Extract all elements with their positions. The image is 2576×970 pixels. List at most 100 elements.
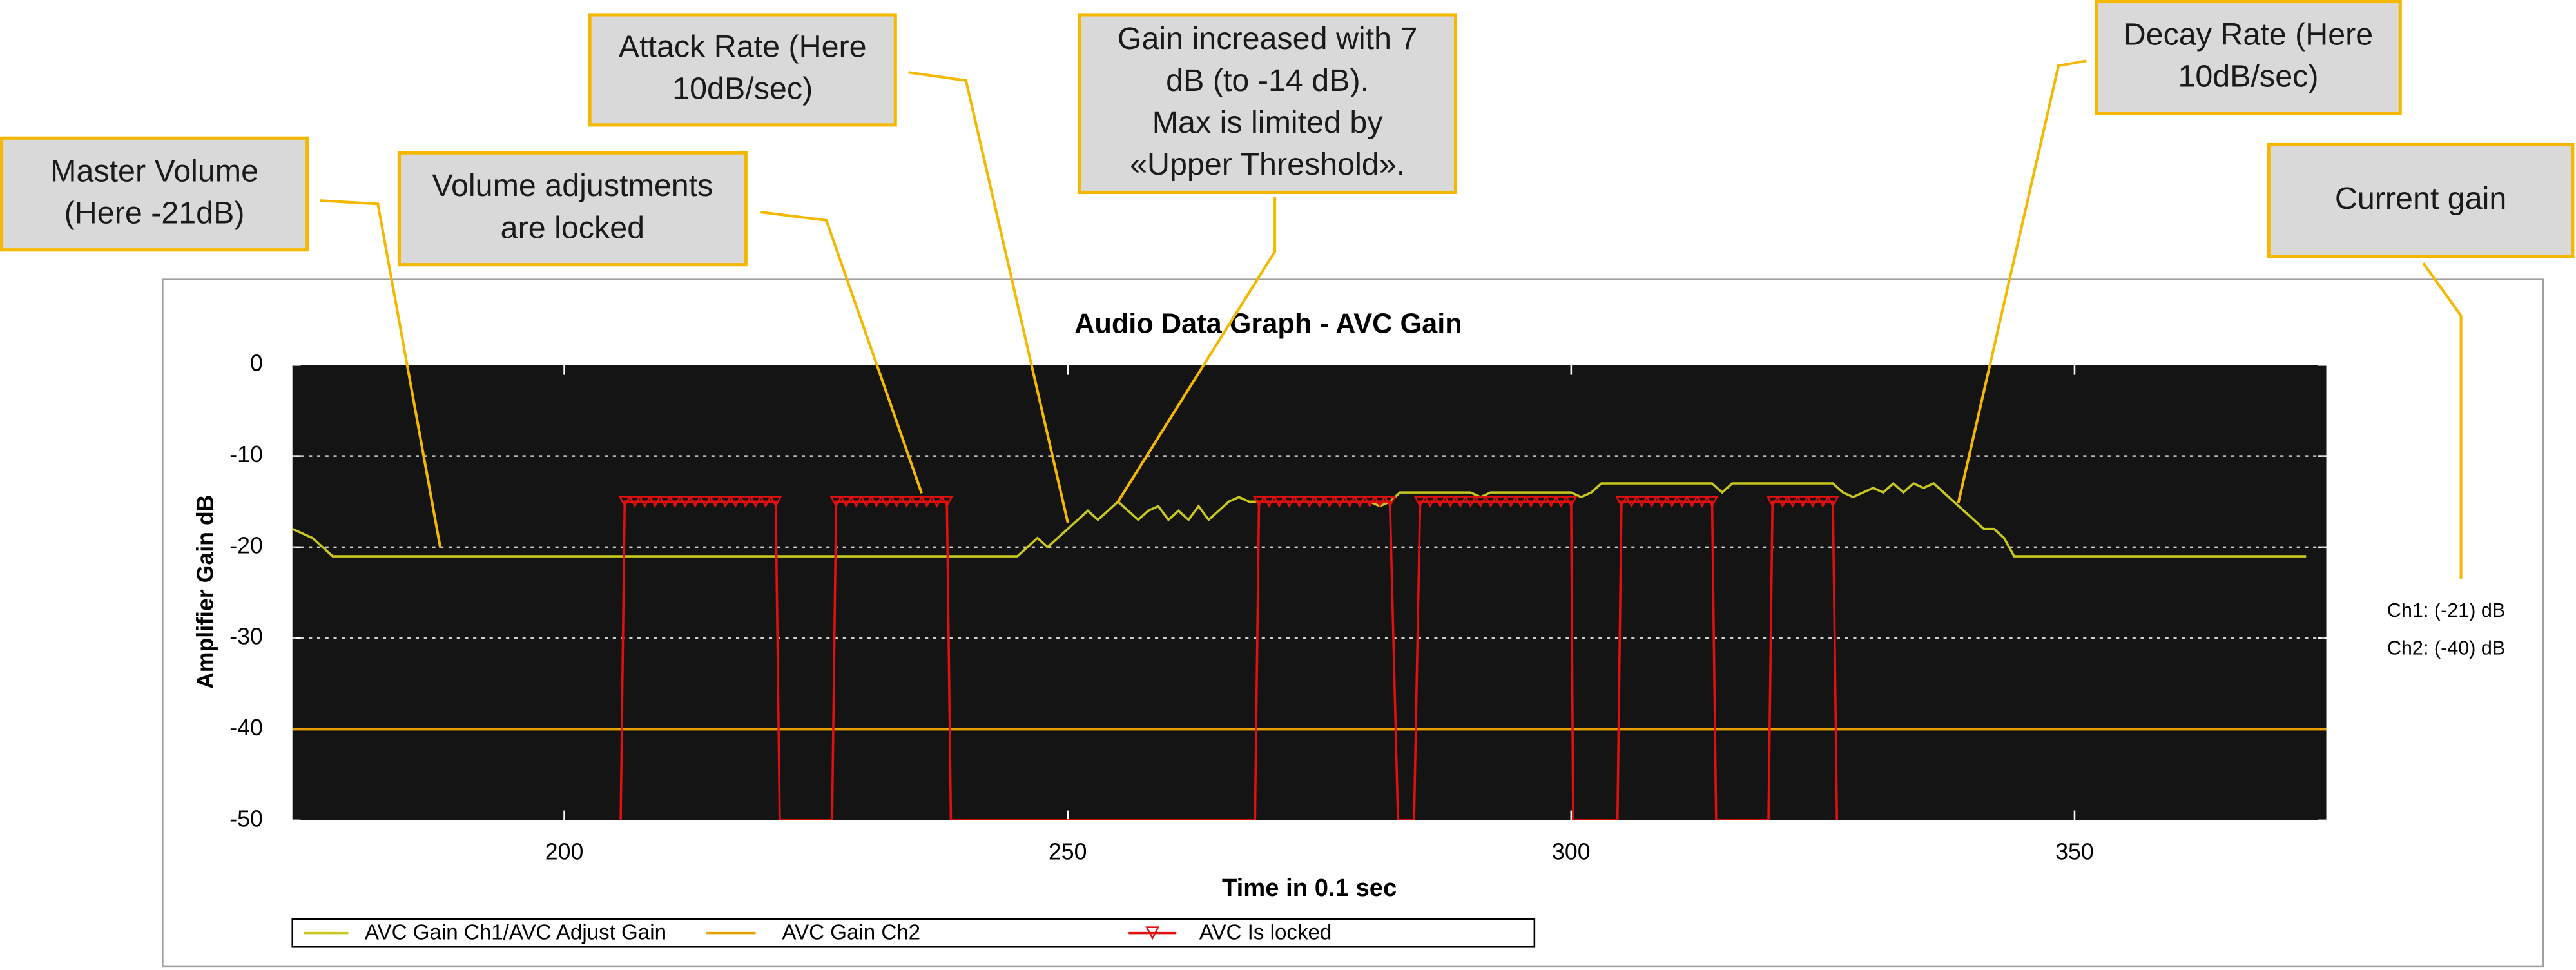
callout-box	[1078, 13, 1458, 194]
legend-marker	[1145, 926, 1160, 940]
legend-box	[291, 918, 1536, 948]
x-tick-label: 300	[1552, 839, 1591, 864]
series-marker	[1625, 496, 1638, 508]
series-marker	[648, 496, 661, 508]
callout-leader	[1116, 197, 1277, 504]
series-marker	[860, 496, 873, 508]
series-marker	[1303, 496, 1316, 508]
series-marker	[688, 496, 702, 508]
series-marker	[1685, 496, 1699, 508]
series-marker	[840, 496, 853, 508]
x-tick-label: 350	[2055, 839, 2094, 864]
series-marker	[1293, 496, 1306, 508]
legend-label: AVC Gain Ch2	[782, 921, 920, 945]
series-marker	[870, 496, 883, 508]
series-marker	[1635, 496, 1648, 508]
callout-text: 10dB/sec)	[672, 72, 813, 106]
series-marker	[659, 496, 672, 508]
series-line	[619, 500, 1839, 820]
series-marker	[1665, 496, 1678, 508]
y-tick-label: -50	[229, 806, 263, 831]
series-marker	[769, 496, 782, 508]
chart-layer: 0 -10 -20 -30 -40 -50 200 250 300 350 AVC Gain Ch1…	[0, 0, 2575, 945]
series-marker	[829, 496, 843, 508]
x-axis-label: Time in 0.1 sec	[1222, 874, 1397, 902]
callout-text: are locked	[501, 210, 644, 245]
callout-text: 10dB/sec)	[2178, 59, 2318, 94]
series-marker	[1323, 496, 1336, 508]
callout-text: Volume adjustments	[432, 168, 713, 203]
series-marker	[638, 496, 652, 508]
callout-box	[2267, 142, 2575, 258]
series-marker	[729, 496, 742, 508]
series-marker	[1413, 496, 1427, 508]
series-marker	[1544, 496, 1558, 508]
callout-box	[588, 13, 897, 127]
series-marker	[1424, 496, 1437, 508]
callout-box	[0, 136, 309, 252]
series-marker	[699, 496, 712, 508]
series-marker	[930, 496, 944, 508]
plot-area	[292, 365, 2327, 820]
callout-leader	[2422, 262, 2463, 579]
series-marker	[1504, 496, 1517, 508]
series-marker	[1433, 496, 1447, 508]
series-marker	[1454, 496, 1467, 508]
series-marker	[1373, 496, 1386, 508]
series-marker	[1816, 496, 1830, 508]
series-marker	[1474, 496, 1487, 508]
series-marker	[1524, 496, 1538, 508]
series-marker	[940, 496, 953, 508]
series-marker	[1363, 496, 1377, 508]
series-marker	[1645, 496, 1658, 508]
series-marker	[1353, 496, 1366, 508]
series-marker	[1615, 496, 1628, 508]
y-tick-label: -10	[229, 441, 263, 467]
series-marker	[1464, 496, 1477, 508]
series-marker	[1705, 496, 1719, 508]
callout-leader	[320, 199, 442, 548]
series-marker	[1776, 496, 1789, 508]
y-tick-label: -40	[229, 715, 263, 741]
series-marker	[1554, 496, 1567, 508]
callout-text: Master Volume	[50, 153, 258, 188]
callout-text: «Upper Threshold».	[1130, 147, 1405, 182]
callout-box	[397, 151, 748, 267]
series-marker	[1535, 496, 1547, 508]
callout-text: dB (to -14 dB).	[1166, 63, 1369, 98]
plot-lines	[292, 481, 2327, 820]
series-marker	[668, 496, 682, 508]
callout-leader	[1957, 59, 2087, 504]
callout-box	[2095, 0, 2402, 115]
series-marker	[1786, 496, 1799, 508]
y-tick-label: -20	[229, 532, 263, 558]
series-marker	[849, 496, 863, 508]
series-marker	[709, 496, 722, 508]
series-marker	[1494, 496, 1507, 508]
series-marker	[1655, 496, 1669, 508]
callout-text: Decay Rate (Here	[2124, 17, 2374, 52]
series-marker	[749, 496, 762, 508]
legend-label: AVC Is locked	[1199, 921, 1332, 945]
callout-text: Attack Rate (Here	[619, 30, 867, 64]
callout-leader	[908, 71, 1069, 523]
series-marker	[1766, 496, 1779, 508]
series-marker	[759, 496, 772, 508]
series-marker	[1252, 496, 1266, 508]
series-marker	[1283, 496, 1296, 508]
series-marker	[719, 496, 732, 508]
series-marker	[920, 496, 933, 508]
series-marker	[1696, 496, 1709, 508]
series-marker	[1263, 496, 1275, 508]
readout: Ch2: (-40) dB	[2387, 637, 2505, 659]
x-tick-label: 250	[1049, 839, 1087, 864]
series-marker	[1313, 496, 1326, 508]
series-marker	[1675, 496, 1689, 508]
series-marker	[1333, 496, 1346, 508]
callout-text: Max is limited by	[1152, 105, 1384, 140]
series-marker	[1343, 496, 1356, 508]
series-marker	[1826, 496, 1839, 508]
y-tick-label: 0	[250, 351, 263, 376]
